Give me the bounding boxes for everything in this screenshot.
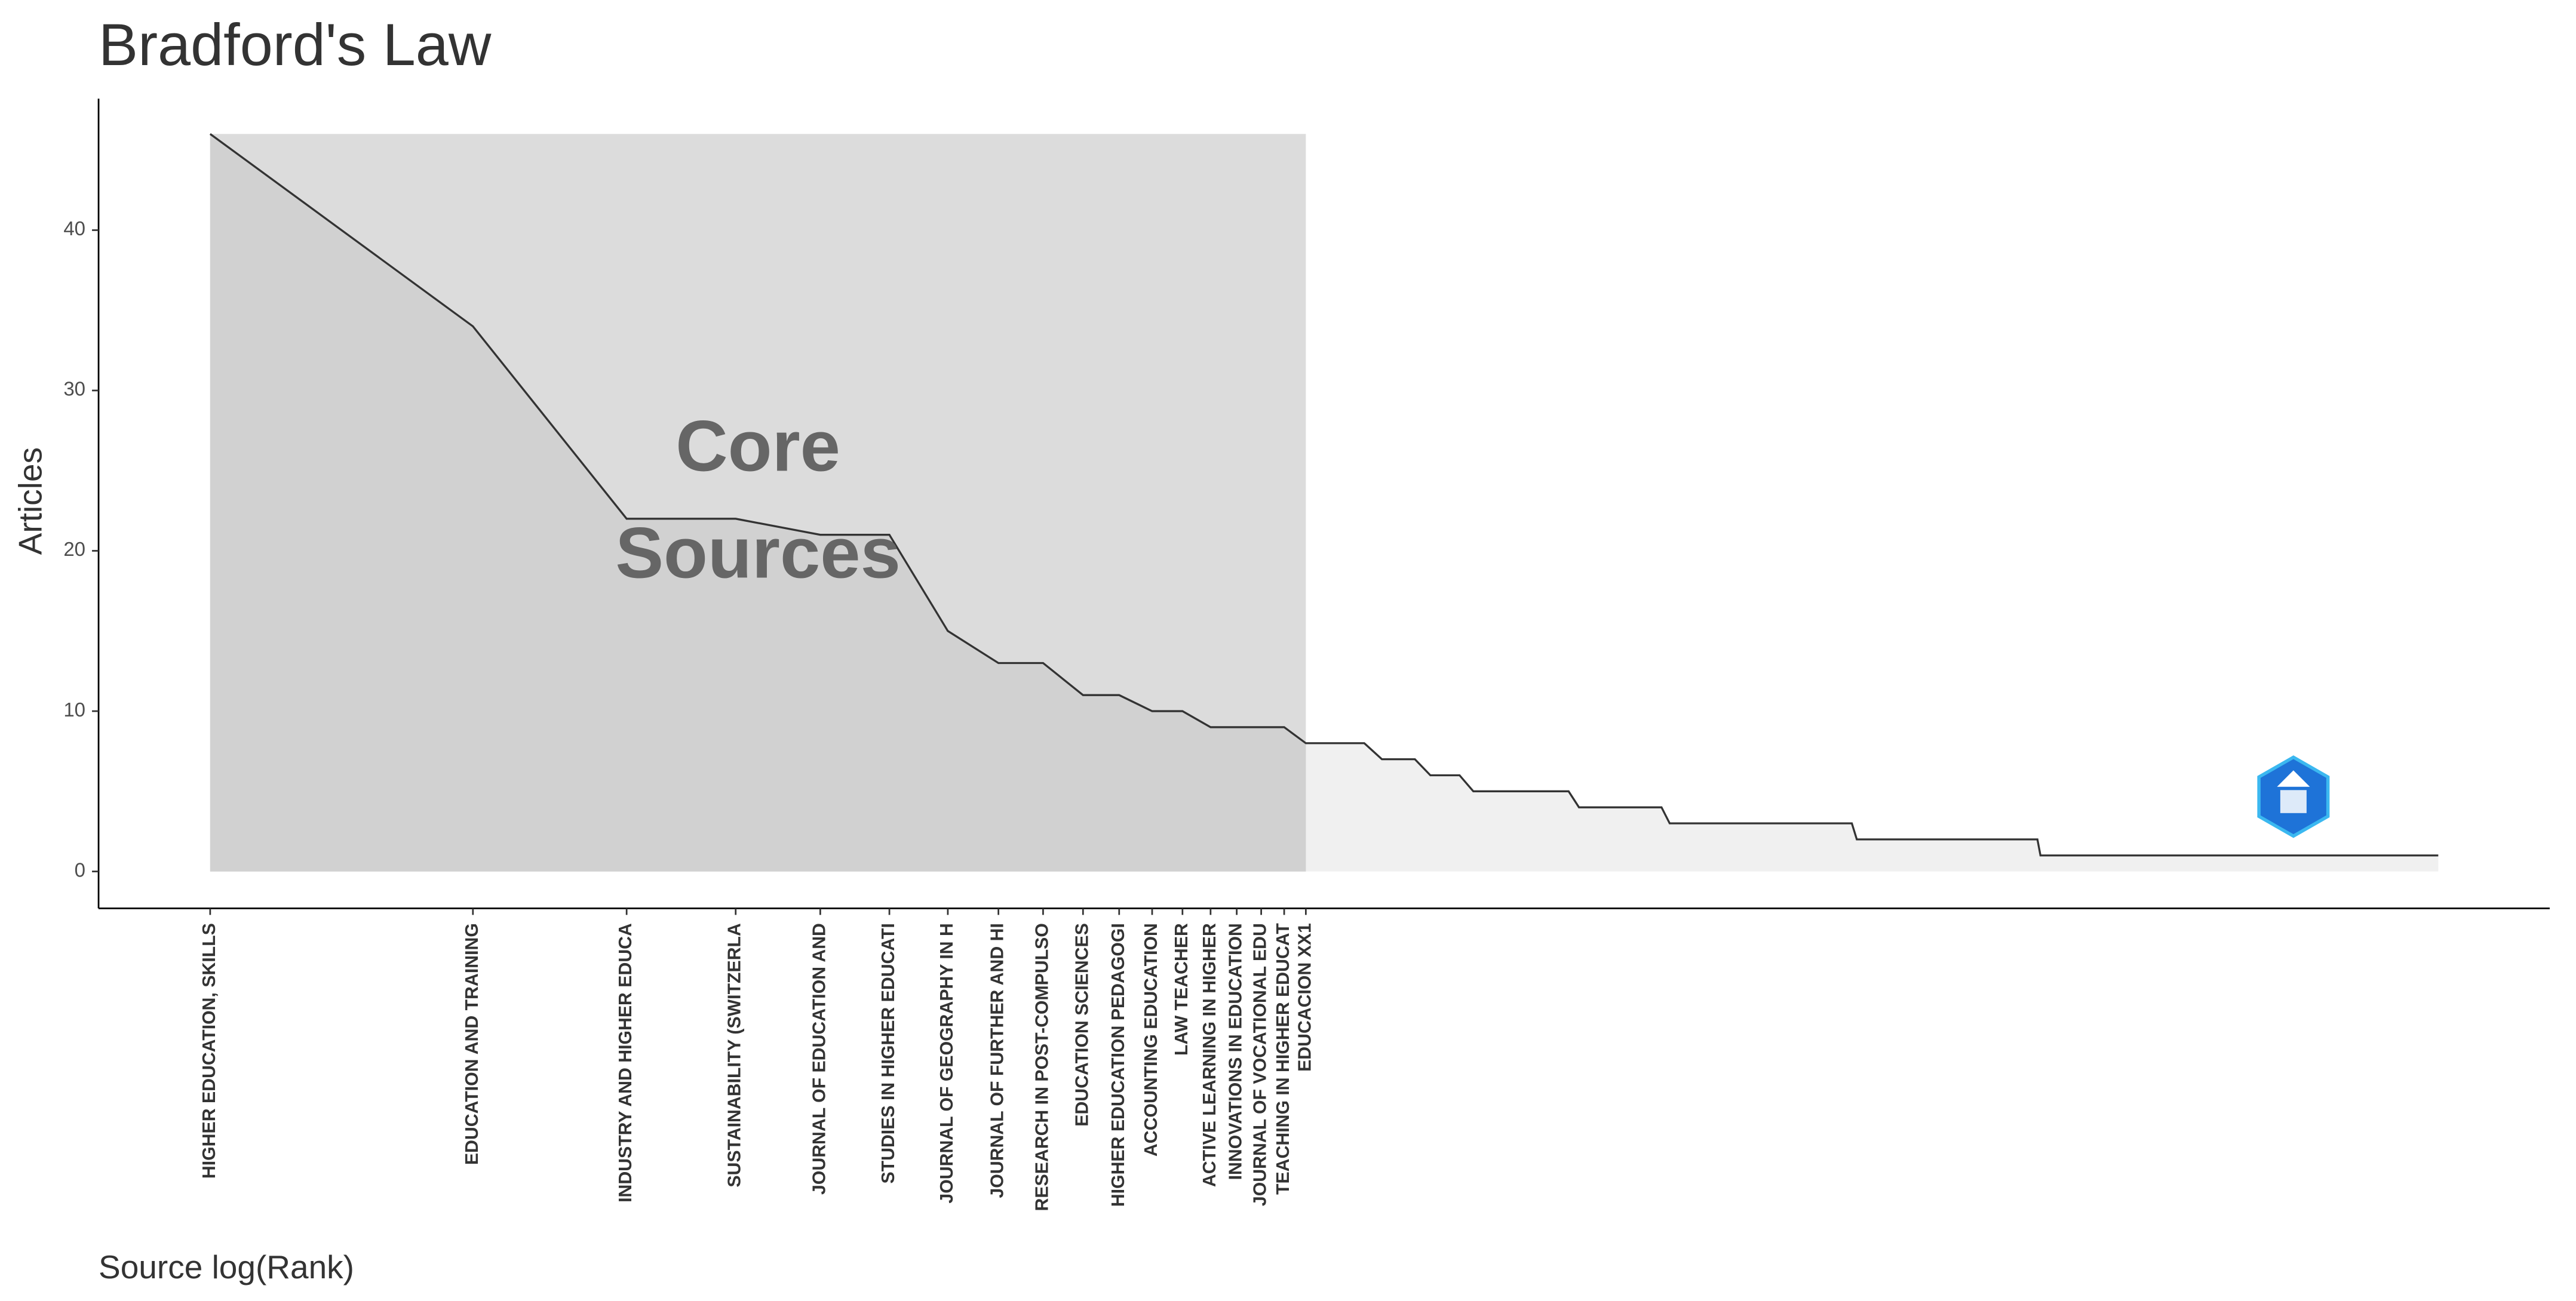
x-tick-label: ACCOUNTING EDUCATION <box>1141 923 1161 1157</box>
x-tick-label: EDUCATION SCIENCES <box>1072 923 1092 1127</box>
y-tick-label: 0 <box>75 859 85 881</box>
y-axis-title: Articles <box>12 447 49 555</box>
annotation: Sources <box>615 512 901 593</box>
x-tick-label: LAW TEACHER <box>1172 923 1192 1056</box>
x-tick-label: TEACHING IN HIGHER EDUCAT <box>1273 923 1293 1195</box>
logo <box>2257 755 2330 838</box>
x-tick-label: ACTIVE LEARNING IN HIGHER <box>1200 923 1220 1187</box>
chart-title: Bradford's Law <box>99 11 492 78</box>
y-tick-label: 30 <box>63 378 85 400</box>
annotation: Core <box>676 405 840 487</box>
x-tick-label: SUSTAINABILITY (SWITZERLA <box>725 923 745 1188</box>
line <box>209 133 2439 857</box>
logo-body <box>2280 790 2307 813</box>
x-axis-title: Source log(Rank) <box>99 1248 354 1285</box>
y-tick-label: 10 <box>63 699 85 721</box>
plot: Core Sources 0 10 20 30 40 HIGHER EDUCATION, SK… <box>63 99 2550 1211</box>
y-tick-label: 20 <box>63 538 85 560</box>
x-tick-label: HIGHER EDUCATION PEDAGOGI <box>1109 923 1128 1207</box>
x-tick-label: RESEARCH IN POST-COMPULSO <box>1032 923 1052 1211</box>
x-tick-label: HIGHER EDUCATION, SKILLS <box>199 923 219 1179</box>
x-tick-label: EDUCACION XX1 <box>1295 923 1315 1072</box>
logo-roof <box>2277 770 2310 787</box>
x-tick-label: INNOVATIONS IN EDUCATION <box>1226 923 1246 1180</box>
x-tick-label: JOURNAL OF EDUCATION AND <box>809 923 829 1195</box>
x-tick-label: JOURNAL OF GEOGRAPHY IN H <box>937 923 957 1204</box>
x-tick-label: INDUSTRY AND HIGHER EDUCA <box>616 923 635 1202</box>
x-tick-label: JOURNAL OF FURTHER AND HI <box>988 923 1008 1198</box>
x-tick-label: STUDIES IN HIGHER EDUCATI <box>879 923 898 1183</box>
core-area <box>210 134 1306 872</box>
y-tick-label: 40 <box>63 217 85 239</box>
x-tick-label: JOURNAL OF VOCATIONAL EDU <box>1251 923 1270 1206</box>
x-tick-label: EDUCATION AND TRAINING <box>462 923 482 1165</box>
